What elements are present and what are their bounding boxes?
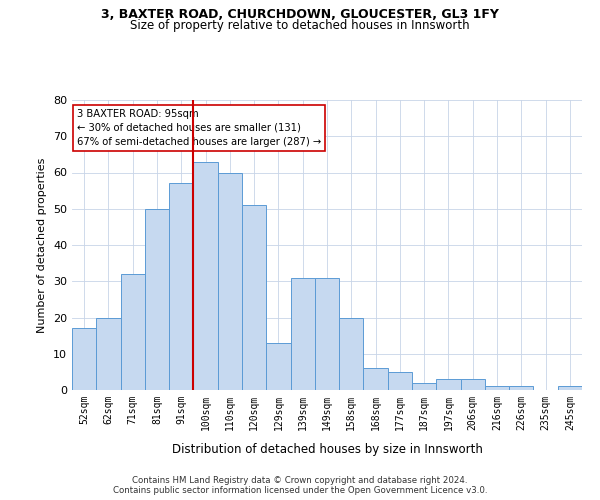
Bar bbox=[193, 162, 218, 390]
Bar bbox=[485, 386, 509, 390]
Bar bbox=[558, 386, 582, 390]
Bar bbox=[169, 184, 193, 390]
Bar bbox=[436, 379, 461, 390]
Bar bbox=[218, 172, 242, 390]
Bar bbox=[364, 368, 388, 390]
Text: Size of property relative to detached houses in Innsworth: Size of property relative to detached ho… bbox=[130, 18, 470, 32]
Bar bbox=[266, 343, 290, 390]
Text: 3, BAXTER ROAD, CHURCHDOWN, GLOUCESTER, GL3 1FY: 3, BAXTER ROAD, CHURCHDOWN, GLOUCESTER, … bbox=[101, 8, 499, 20]
Text: Contains HM Land Registry data © Crown copyright and database right 2024.: Contains HM Land Registry data © Crown c… bbox=[132, 476, 468, 485]
Bar bbox=[96, 318, 121, 390]
Bar bbox=[290, 278, 315, 390]
Bar bbox=[242, 205, 266, 390]
Bar bbox=[121, 274, 145, 390]
Text: 3 BAXTER ROAD: 95sqm
← 30% of detached houses are smaller (131)
67% of semi-deta: 3 BAXTER ROAD: 95sqm ← 30% of detached h… bbox=[77, 108, 322, 146]
Text: Contains public sector information licensed under the Open Government Licence v3: Contains public sector information licen… bbox=[113, 486, 487, 495]
Bar bbox=[339, 318, 364, 390]
Y-axis label: Number of detached properties: Number of detached properties bbox=[37, 158, 47, 332]
Bar bbox=[412, 383, 436, 390]
Bar bbox=[461, 379, 485, 390]
Bar bbox=[72, 328, 96, 390]
Text: Distribution of detached houses by size in Innsworth: Distribution of detached houses by size … bbox=[172, 442, 482, 456]
Bar bbox=[509, 386, 533, 390]
Bar bbox=[145, 209, 169, 390]
Bar bbox=[388, 372, 412, 390]
Bar bbox=[315, 278, 339, 390]
